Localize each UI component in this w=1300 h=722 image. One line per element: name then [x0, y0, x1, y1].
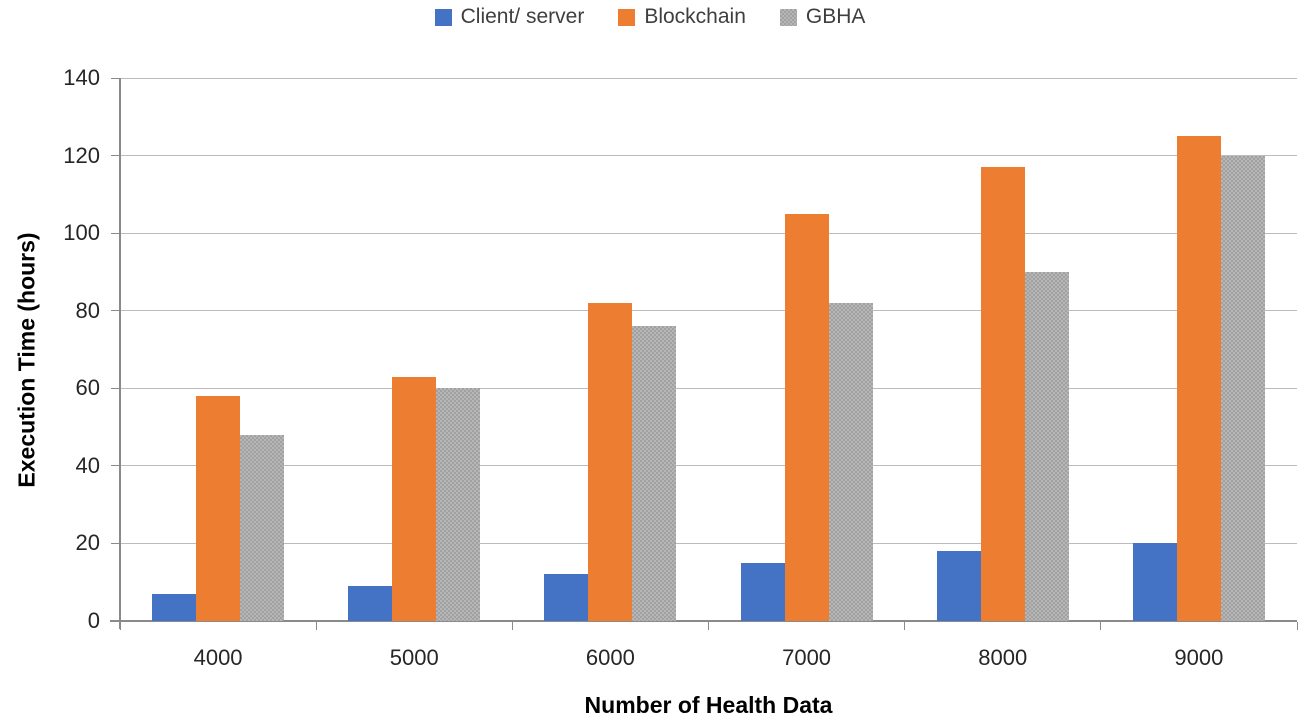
- y-tick-100: [111, 232, 120, 234]
- bar-gbha-4000: [240, 434, 285, 621]
- bar-blockchain-4000: [196, 396, 241, 621]
- y-tick-label: 100: [63, 220, 100, 246]
- y-tick-label: 40: [75, 452, 100, 478]
- gridline-y-60: [120, 387, 1297, 389]
- y-tick-label: 20: [75, 530, 100, 556]
- x-tick: [708, 622, 709, 630]
- y-tick-label: 80: [75, 297, 100, 323]
- bar-client-server-7000: [740, 562, 785, 621]
- y-tick-40: [111, 465, 120, 467]
- x-tick: [511, 622, 513, 630]
- y-tick-60: [111, 387, 120, 389]
- y-axis-line: [119, 78, 121, 629]
- x-category-label: 5000: [389, 645, 439, 670]
- x-tick: [119, 622, 121, 630]
- legend-swatch-client-server: [434, 8, 452, 26]
- bar-blockchain-9000: [1176, 136, 1221, 621]
- bar-client-server-9000: [1132, 543, 1177, 621]
- bar-gbha-8000: [1024, 271, 1069, 621]
- bar-blockchain-6000: [588, 302, 633, 621]
- legend-item-blockchain: Blockchain: [618, 5, 746, 29]
- y-tick-label: 120: [63, 142, 100, 168]
- x-category-label: 6000: [585, 645, 635, 670]
- x-axis-line: [110, 620, 1297, 622]
- x-category-label: 4000: [193, 645, 243, 670]
- bar-blockchain-5000: [392, 376, 437, 621]
- bar-gbha-7000: [828, 302, 873, 621]
- x-category-label: 7000: [782, 645, 832, 670]
- gridline-y-140: [120, 77, 1297, 79]
- legend-swatch-blockchain: [618, 8, 636, 26]
- legend: Client/ server Blockchain GBHA: [0, 5, 1300, 29]
- gridline-y-120: [120, 155, 1297, 157]
- bar-gbha-6000: [632, 326, 677, 621]
- bar-client-server-8000: [936, 551, 981, 621]
- x-tick: [904, 622, 906, 630]
- bar-client-server-4000: [152, 593, 197, 621]
- y-tick-120: [111, 155, 120, 157]
- bar-blockchain-8000: [980, 167, 1025, 621]
- x-tick: [1100, 622, 1102, 630]
- gridline-y-80: [120, 310, 1297, 312]
- bar-gbha-5000: [436, 388, 481, 621]
- x-axis-title: Number of Health Data: [584, 692, 833, 718]
- y-tick-80: [111, 310, 120, 312]
- legend-label-client-server: Client/ server: [460, 5, 585, 28]
- legend-label-blockchain: Blockchain: [644, 5, 746, 28]
- y-tick-label: 0: [87, 608, 100, 633]
- y-tick-label: 60: [75, 375, 100, 401]
- bar-blockchain-7000: [784, 213, 829, 621]
- x-category-label: 8000: [978, 645, 1028, 670]
- gridline-y-100: [120, 232, 1297, 234]
- x-category-label: 9000: [1174, 645, 1224, 670]
- y-tick-20: [111, 542, 120, 544]
- bar-client-server-6000: [544, 574, 589, 621]
- x-tick: [1296, 622, 1298, 630]
- legend-swatch-gbha: [779, 8, 797, 26]
- legend-label-gbha: GBHA: [805, 5, 866, 28]
- y-tick-label: 140: [63, 65, 100, 90]
- legend-item-client-server: Client/ server: [434, 5, 585, 29]
- legend-item-gbha: GBHA: [779, 5, 866, 29]
- bar-client-server-5000: [348, 586, 393, 621]
- gridline-y-20: [120, 542, 1297, 544]
- x-tick: [315, 622, 317, 630]
- gridline-y-40: [120, 465, 1297, 467]
- y-tick-140: [111, 77, 120, 79]
- bar-gbha-9000: [1220, 155, 1265, 621]
